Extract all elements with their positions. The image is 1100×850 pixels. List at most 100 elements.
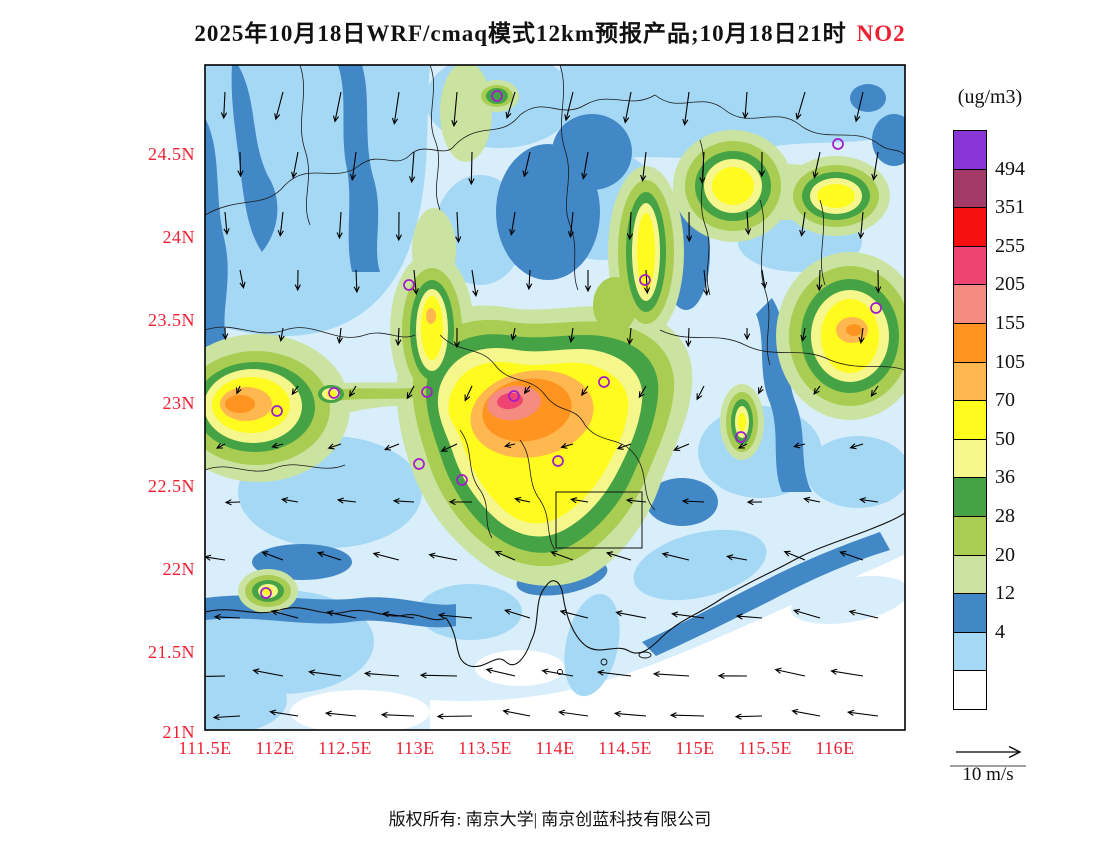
wind-arrow xyxy=(269,709,299,717)
wind-arrow xyxy=(205,675,226,677)
colorbar-cell xyxy=(953,670,987,710)
station-markers xyxy=(260,90,882,599)
colorbar-label: 28 xyxy=(995,505,1015,527)
colorbar-label: 50 xyxy=(995,427,1015,450)
wind-arrow xyxy=(703,269,710,297)
wind-arrow xyxy=(813,385,821,396)
colorbar-cell xyxy=(953,207,987,247)
wind-arrow xyxy=(471,269,479,297)
wind-arrow xyxy=(735,613,763,620)
lat-label: 24N xyxy=(162,227,195,247)
lon-label: 112.5E xyxy=(318,738,372,758)
colorbar-label: 255 xyxy=(995,234,1025,257)
wind-arrow xyxy=(584,270,592,293)
wind-arrow xyxy=(792,608,821,619)
station-marker xyxy=(403,279,415,291)
wind-arrow xyxy=(353,269,360,294)
wind-arrow xyxy=(271,442,284,449)
wind-arrow xyxy=(871,151,879,181)
wind-arrow xyxy=(274,91,284,121)
wind-arrow xyxy=(685,327,692,348)
wind-arrow xyxy=(830,668,864,677)
wind-arrow xyxy=(220,91,228,120)
colorbar-label: 70 xyxy=(995,389,1015,412)
wind-arrow xyxy=(349,151,357,182)
wind-arrow xyxy=(569,497,589,504)
wind-arrow xyxy=(316,551,342,561)
wind-arrow xyxy=(363,670,400,677)
wind-arrow xyxy=(699,151,706,185)
wind-arrow xyxy=(395,211,402,242)
wind-arrow xyxy=(236,385,242,395)
wind-arrow xyxy=(550,550,574,561)
wind-arrow xyxy=(742,91,749,120)
station-marker xyxy=(271,405,283,417)
wind-arrow xyxy=(291,151,299,179)
wind-arrow xyxy=(596,669,632,677)
wind-arrow xyxy=(503,608,531,619)
lon-label: 114E xyxy=(535,738,575,758)
wind-arrow xyxy=(541,668,574,677)
lon-label: 115E xyxy=(675,738,715,758)
station-marker xyxy=(421,386,433,398)
wind-arrow xyxy=(526,269,533,291)
wind-arrow xyxy=(326,610,357,619)
colorbar-label: 494 xyxy=(995,157,1025,180)
colorbar-cell xyxy=(953,593,987,633)
wind-arrow xyxy=(523,385,531,395)
wind-arrow xyxy=(222,327,229,341)
wind-arrow xyxy=(494,550,516,561)
wind-arrow xyxy=(858,327,865,345)
wind-arrow xyxy=(625,497,647,504)
colorbar-cell xyxy=(953,323,987,363)
wind-arrow xyxy=(761,269,768,289)
wind-arrow xyxy=(291,385,299,396)
wind-arrow xyxy=(294,269,301,292)
wind-arrow xyxy=(800,327,807,342)
wind-arrow xyxy=(744,211,752,236)
wind-arrow xyxy=(638,385,647,399)
colorbar-cell xyxy=(953,477,987,517)
wind-arrow xyxy=(661,551,690,561)
colorbar-cell xyxy=(953,245,987,286)
wind-arrow xyxy=(382,611,415,619)
wind-arrow xyxy=(503,442,516,449)
wind-arrow xyxy=(436,713,473,720)
wind-arrow xyxy=(746,499,763,506)
wind-arrow xyxy=(783,550,806,561)
wind-arrow xyxy=(349,385,357,398)
colorbar-cell xyxy=(953,361,987,402)
focus-region-box xyxy=(555,491,643,549)
contour-field xyxy=(205,65,905,730)
wind-arrow xyxy=(237,151,244,178)
wind-arrow xyxy=(793,442,806,449)
station-marker xyxy=(260,587,272,599)
wind-arrow xyxy=(686,211,693,243)
wind-arrow xyxy=(673,443,690,452)
wind-arrow xyxy=(485,667,516,677)
station-marker xyxy=(508,390,520,402)
colorbar-label: 12 xyxy=(995,582,1015,605)
wind-arrow xyxy=(560,442,574,449)
title-pollutant: NO2 xyxy=(856,21,906,46)
wind-arrow xyxy=(419,672,458,679)
wind-arrow xyxy=(408,151,416,184)
wind-arrow xyxy=(758,151,765,178)
wind-arrow xyxy=(717,672,748,679)
wind-arrow xyxy=(799,211,806,237)
wind-arrow xyxy=(505,91,516,120)
wind-arrow xyxy=(846,709,879,717)
wind-arrow xyxy=(726,554,748,561)
lon-label: 115.5E xyxy=(738,738,792,758)
wind-arrow xyxy=(795,91,806,121)
wind-arrow xyxy=(737,442,748,449)
lon-label: 114.5E xyxy=(598,738,652,758)
wind-arrow xyxy=(758,385,764,395)
wind-arrow xyxy=(875,269,882,294)
wind-arrow xyxy=(468,151,475,186)
wind-arrow xyxy=(380,711,415,718)
wind-arrow xyxy=(451,91,458,128)
wind-arrow xyxy=(857,211,865,240)
wind-arrow xyxy=(568,327,575,344)
